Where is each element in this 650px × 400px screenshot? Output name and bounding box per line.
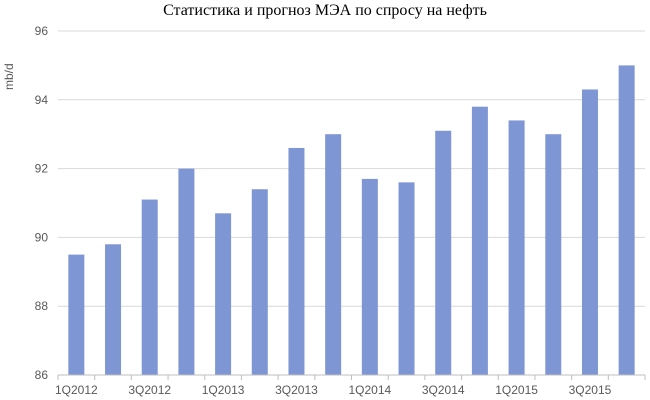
bar-3Q2015 (581, 89, 598, 375)
x-tick-label: 3Q2014 (422, 383, 465, 397)
bars (68, 65, 635, 376)
x-tick-label: 3Q2012 (128, 383, 171, 397)
x-tick-labels: 1Q2012 3Q2012 1Q2013 3Q2013 1Q2014 3Q2014 1Q20… (55, 383, 612, 397)
y-tick-label: 88 (35, 299, 49, 313)
bar-3Q2013 (288, 147, 305, 375)
x-tick-label: 3Q2013 (275, 383, 318, 397)
y-tick-label: 94 (35, 93, 49, 107)
axes (57, 374, 646, 380)
x-tick-label: 1Q2012 (55, 383, 98, 397)
bar-4Q2013 (325, 134, 342, 375)
x-tick-label: 3Q2015 (569, 383, 612, 397)
bar-1Q2014 (361, 178, 378, 375)
y-tick-label: 86 (35, 368, 49, 382)
bar-3Q2012 (141, 199, 158, 375)
bar-1Q2015 (508, 120, 525, 375)
y-tick-label: 90 (35, 230, 49, 244)
bar-2Q2015 (545, 134, 562, 375)
bar-3Q2014 (435, 130, 452, 375)
bar-2Q2012 (105, 244, 122, 375)
chart-title: Статистика и прогноз МЭА по спросу на не… (163, 2, 487, 19)
x-tick-label: 1Q2015 (495, 383, 538, 397)
bar-2Q2013 (251, 189, 268, 375)
bar-2Q2014 (398, 182, 415, 375)
bar-4Q2014 (471, 106, 488, 376)
bar-1Q2012 (68, 254, 85, 375)
x-tick-label: 1Q2014 (348, 383, 391, 397)
bar-4Q2012 (178, 168, 195, 375)
bar-4Q2015 (618, 65, 635, 376)
y-tick-labels: 86 88 90 92 94 96 (35, 24, 49, 382)
x-tick-label: 1Q2013 (202, 383, 245, 397)
y-tick-label: 92 (35, 162, 49, 176)
bar-1Q2013 (215, 213, 232, 375)
y-tick-label: 96 (35, 24, 49, 38)
